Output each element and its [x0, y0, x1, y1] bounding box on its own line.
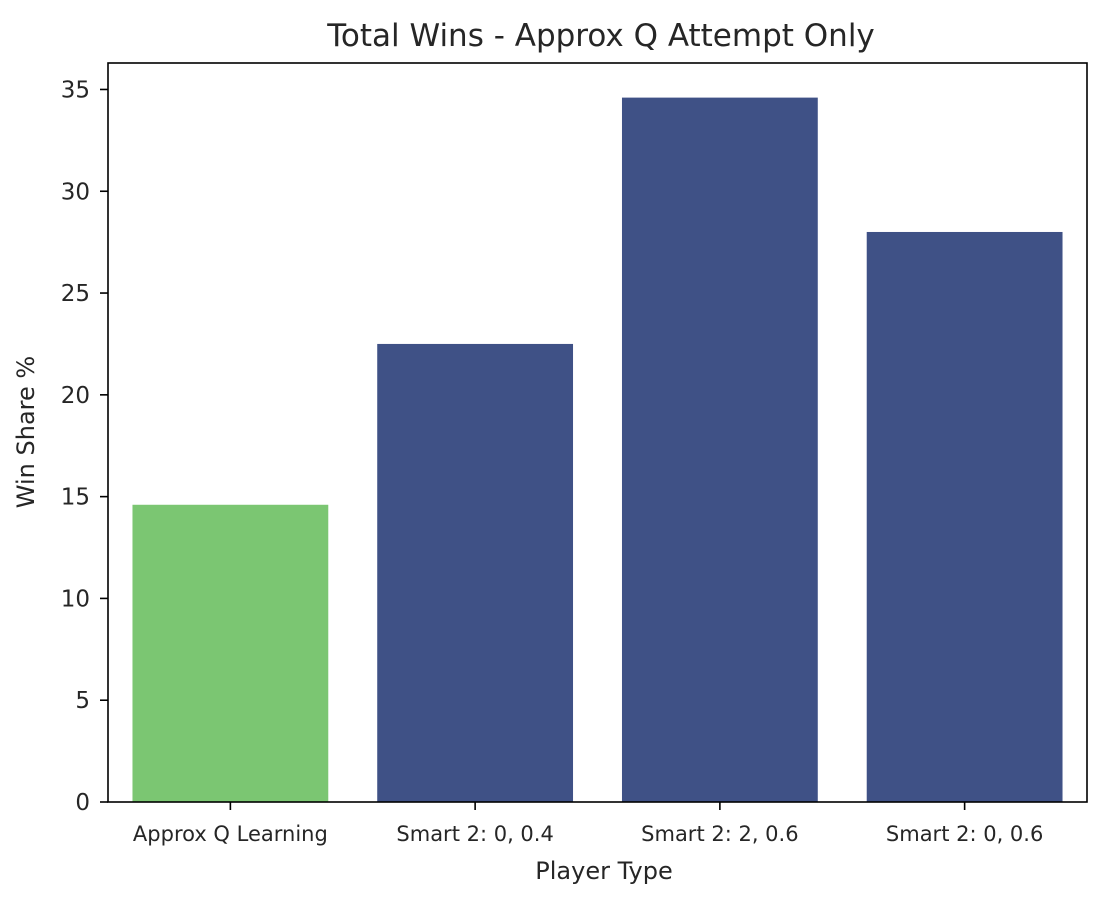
y-tick-label: 0: [75, 790, 90, 816]
bar-4: [866, 231, 1063, 802]
y-axis-ticks: 0 5 10 15 20 25 30 35: [61, 77, 108, 816]
y-axis-label: Win Share %: [12, 356, 40, 508]
x-axis-ticks: Approx Q Learning Smart 2: 0, 0.4 Smart 2:…: [133, 802, 1043, 846]
y-tick-label: 20: [61, 383, 90, 409]
y-tick-label: 35: [61, 77, 90, 103]
chart-title: Total Wins - Approx Q Attempt Only: [326, 18, 875, 54]
x-tick-label: Smart 2: 0, 0.4: [396, 822, 553, 846]
y-tick-label: 10: [61, 586, 90, 612]
bar-1: [132, 504, 329, 802]
x-tick-label: Smart 2: 2, 0.6: [641, 822, 798, 846]
x-axis-label: Player Type: [535, 857, 672, 885]
y-tick-label: 30: [61, 179, 90, 205]
x-tick-label: Approx Q Learning: [133, 822, 328, 846]
bar-2: [377, 343, 574, 802]
y-tick-label: 25: [61, 281, 90, 307]
plot-frame: [107, 62, 1088, 803]
bars-layer: [132, 97, 1063, 802]
y-tick-label: 5: [75, 688, 90, 714]
bar-3: [621, 97, 818, 802]
x-tick-label: Smart 2: 0, 0.6: [886, 822, 1043, 846]
y-tick-label: 15: [61, 485, 90, 511]
